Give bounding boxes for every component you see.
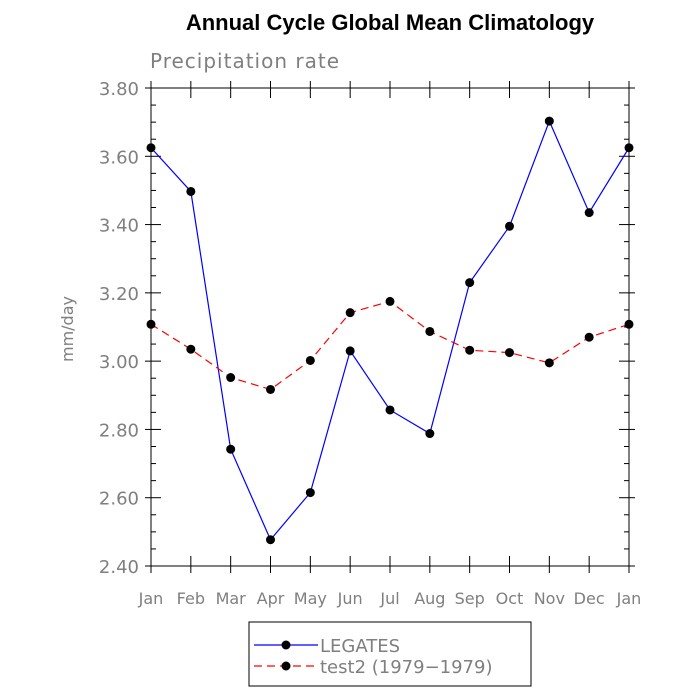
data-point [385,296,395,306]
data-point [186,344,196,354]
data-point [266,535,275,545]
legend-label: LEGATES [320,636,400,657]
y-tick-label: 3.80 [99,79,139,100]
data-point [266,384,275,394]
y-tick-label: 2.80 [99,420,139,441]
y-axis-label: mm/day [58,296,77,362]
chart-title: Annual Cycle Global Mean Climatology [186,10,595,35]
legend-marker [281,640,291,650]
data-point [425,429,435,439]
series-layer [146,116,634,545]
data-point [505,221,514,231]
x-tick-label: Dec [574,589,605,608]
x-tick-label: Feb [177,589,205,608]
y-tick-label: 2.40 [99,557,139,578]
axis-ticks: 2.40 2.60 2.80 3.00 3.20 3.40 3.60 3.80 Jan Feb Ma… [99,79,641,608]
x-tick-label: Oct [496,589,524,608]
x-tick-label: May [294,589,327,608]
y-tick-label: 3.40 [99,216,139,237]
x-tick-label: Jan [138,589,164,608]
data-point [226,373,236,383]
x-tick-label: Nov [534,589,565,608]
x-tick-label: Aug [414,589,445,608]
x-tick-label: Jun [337,589,363,608]
y-tick-label: 3.00 [99,352,139,373]
data-point [624,143,634,153]
series-line [150,119,630,541]
data-point [465,278,475,288]
data-point [385,405,395,415]
y-tick-label: 3.60 [99,147,139,168]
y-tick-label: 2.60 [99,489,139,510]
data-point [584,208,594,218]
data-point [345,308,355,318]
data-point [226,444,236,454]
data-point [146,143,156,153]
plot-frame [150,87,630,567]
data-point [584,332,594,342]
x-tick-label: Mar [216,589,247,608]
x-tick-label: Jul [379,589,399,608]
series-legates [146,116,634,545]
data-point [186,186,196,196]
x-tick-label: Jan [616,589,642,608]
data-point [465,345,475,355]
data-point [505,348,514,358]
legend-label: test2 (1979−1979) [320,657,493,678]
data-point [425,326,435,336]
legend-marker [281,661,291,671]
data-point [305,488,315,498]
data-point [305,355,315,365]
y-tick-label: 3.20 [99,284,139,305]
chart-subtitle: Precipitation rate [150,49,340,73]
data-point [624,319,634,329]
data-point [345,346,355,356]
x-tick-label: Sep [455,589,485,608]
legend-box [248,621,532,687]
data-point [146,319,156,329]
data-point [544,116,554,126]
series-line [150,300,630,391]
series-test2 [146,296,634,394]
data-point [544,358,554,368]
x-tick-label: Apr [257,589,285,608]
